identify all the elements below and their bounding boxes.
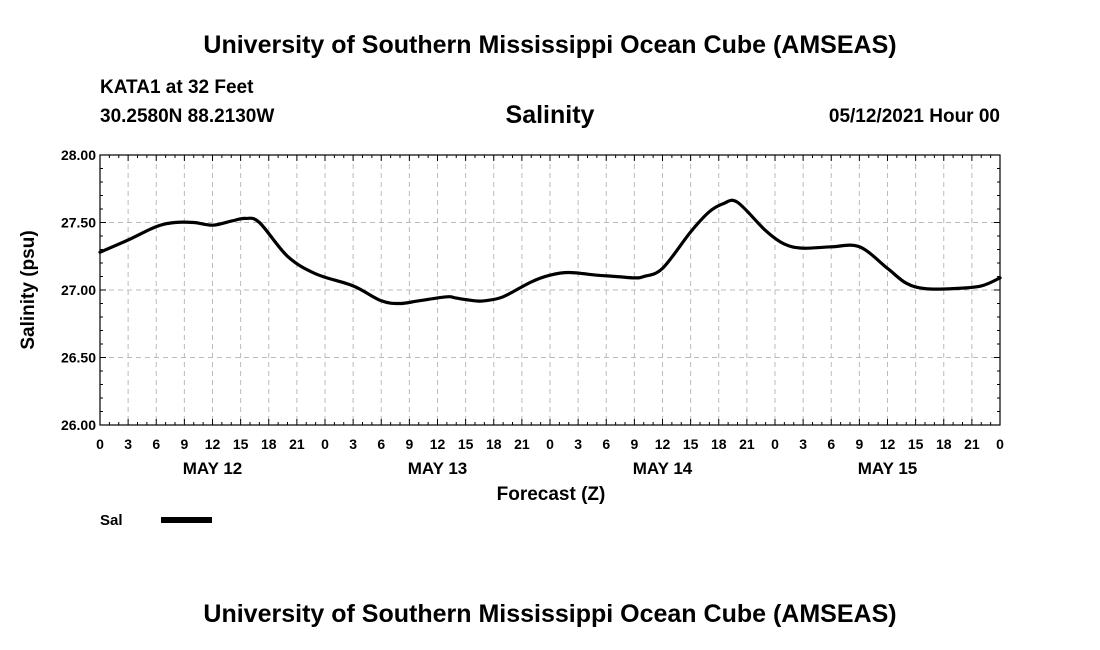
- x-tick-label: 18: [936, 436, 952, 452]
- x-tick-label: 18: [261, 436, 277, 452]
- y-tick-label: 27.00: [61, 282, 96, 298]
- y-axis-tick-labels: 26.00 26.50 27.00 27.50 28.00: [61, 147, 96, 433]
- y-tick-label: 28.00: [61, 147, 96, 163]
- coordinates-label: 30.2580N 88.2130W: [100, 106, 275, 127]
- x-axis-tick-labels: 0 3 6 9 12 15 18 21 0 3 6 9 12 15 18 21 0 3 6 9 12 15 18 21 0 3 6 9…: [96, 436, 1004, 452]
- x-tick-label: 0: [996, 436, 1004, 452]
- x-tick-label: 3: [799, 436, 807, 452]
- x-tick-label: 21: [289, 436, 305, 452]
- x-tick-label: 21: [739, 436, 755, 452]
- y-tick-label: 26.00: [61, 417, 96, 433]
- x-tick-label: 6: [152, 436, 160, 452]
- x-tick-label: 9: [405, 436, 413, 452]
- day-label: MAY 12: [183, 459, 243, 478]
- x-tick-label: 6: [377, 436, 385, 452]
- x-tick-label: 0: [771, 436, 779, 452]
- x-tick-label: 6: [827, 436, 835, 452]
- x-tick-label: 3: [349, 436, 357, 452]
- grid: [100, 155, 1000, 425]
- legend-label-sal: Sal: [100, 512, 123, 529]
- x-tick-label: 12: [880, 436, 896, 452]
- x-tick-label: 0: [546, 436, 554, 452]
- axis-ticks: [99, 154, 1001, 426]
- x-tick-label: 18: [486, 436, 502, 452]
- day-label: MAY 15: [858, 459, 918, 478]
- forecast-datetime: 05/12/2021 Hour 00: [828, 106, 1000, 127]
- day-labels: MAY 12 MAY 13 MAY 14 MAY 15: [183, 459, 918, 478]
- station-label: KATA1 at 32 Feet: [100, 77, 254, 98]
- x-axis-title: Forecast (Z): [497, 484, 606, 505]
- x-tick-label: 3: [124, 436, 132, 452]
- x-tick-label: 15: [908, 436, 924, 452]
- x-tick-label: 0: [321, 436, 329, 452]
- x-tick-label: 12: [205, 436, 221, 452]
- x-tick-label: 12: [430, 436, 446, 452]
- series-line-sal: [98, 198, 1002, 306]
- x-tick-label: 12: [655, 436, 671, 452]
- x-tick-label: 9: [855, 436, 863, 452]
- x-tick-label: 9: [180, 436, 188, 452]
- x-tick-label: 15: [683, 436, 699, 452]
- x-tick-label: 15: [233, 436, 249, 452]
- variable-title: Salinity: [505, 101, 595, 129]
- y-axis-title: Salinity (psu): [18, 230, 39, 349]
- x-tick-label: 21: [514, 436, 530, 452]
- y-tick-label: 27.50: [61, 215, 96, 231]
- day-label: MAY 13: [408, 459, 468, 478]
- x-tick-label: 9: [630, 436, 638, 452]
- footer-title: University of Southern Mississippi Ocean…: [203, 600, 897, 628]
- x-tick-label: 0: [96, 436, 104, 452]
- x-tick-label: 21: [964, 436, 980, 452]
- x-tick-label: 3: [574, 436, 582, 452]
- y-tick-label: 26.50: [61, 350, 96, 366]
- day-label: MAY 14: [633, 459, 693, 478]
- x-tick-label: 6: [602, 436, 610, 452]
- x-tick-label: 15: [458, 436, 474, 452]
- x-tick-label: 18: [711, 436, 727, 452]
- chart-title: University of Southern Mississippi Ocean…: [203, 31, 897, 59]
